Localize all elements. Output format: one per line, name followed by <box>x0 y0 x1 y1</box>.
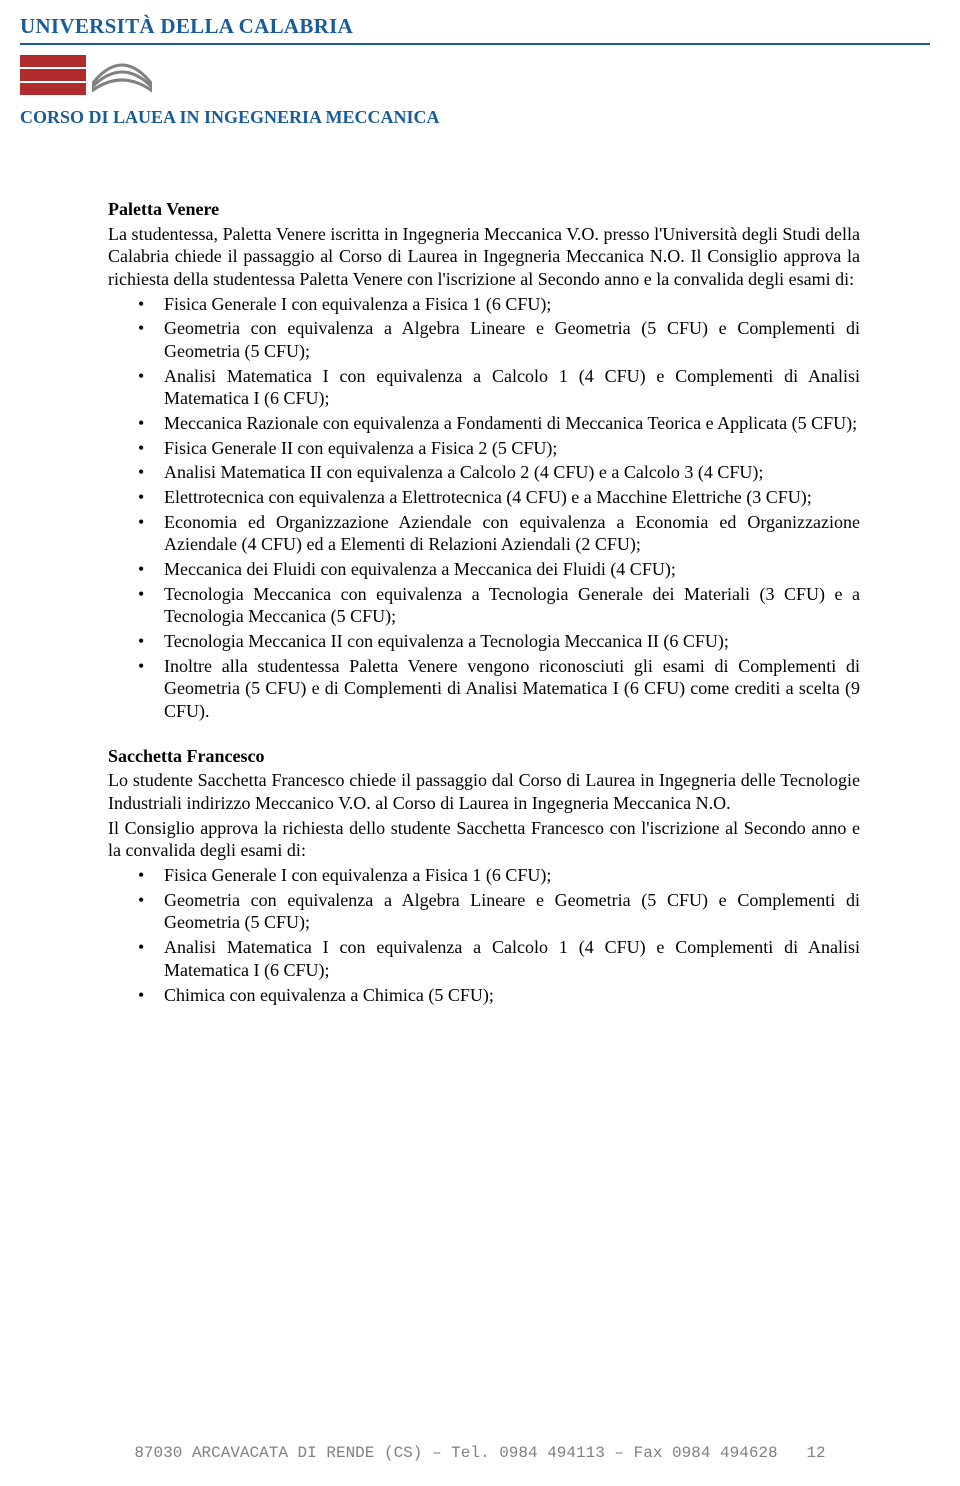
list-item: Tecnologia Meccanica II con equivalenza … <box>138 630 860 653</box>
section-sacchetta: Sacchetta Francesco Lo studente Sacchett… <box>108 745 860 1006</box>
list-item: Geometria con equivalenza a Algebra Line… <box>138 889 860 934</box>
list-item: Fisica Generale I con equivalenza a Fisi… <box>138 864 860 887</box>
list-item: Inoltre alla studentessa Paletta Venere … <box>138 655 860 723</box>
student-name-1: Paletta Venere <box>108 198 860 221</box>
intro-paragraph-2: Lo studente Sacchetta Francesco chiede i… <box>108 769 860 814</box>
footer-address: 87030 ARCAVACATA DI RENDE (CS) – Tel. 09… <box>134 1444 777 1462</box>
exam-list-1: Fisica Generale I con equivalenza a Fisi… <box>108 293 860 723</box>
list-item: Chimica con equivalenza a Chimica (5 CFU… <box>138 984 860 1007</box>
list-item: Tecnologia Meccanica con equivalenza a T… <box>138 583 860 628</box>
section-paletta: Paletta Venere La studentessa, Paletta V… <box>108 198 860 723</box>
logo-block <box>20 51 960 99</box>
student-name-2: Sacchetta Francesco <box>108 745 860 768</box>
document-body: Paletta Venere La studentessa, Paletta V… <box>0 128 960 1006</box>
list-item: Elettrotecnica con equivalenza a Elettro… <box>138 486 860 509</box>
list-item: Economia ed Organizzazione Aziendale con… <box>138 511 860 556</box>
list-item: Meccanica Razionale con equivalenza a Fo… <box>138 412 860 435</box>
page-footer: 87030 ARCAVACATA DI RENDE (CS) – Tel. 09… <box>0 1444 960 1462</box>
page-header: UNIVERSITÀ DELLA CALABRIA CORSO DI LAUEA… <box>0 0 960 128</box>
list-item: Fisica Generale I con equivalenza a Fisi… <box>138 293 860 316</box>
logo-bridge-icon <box>92 51 152 99</box>
exam-list-2: Fisica Generale I con equivalenza a Fisi… <box>108 864 860 1006</box>
list-item: Analisi Matematica I con equivalenza a C… <box>138 365 860 410</box>
approval-paragraph-2: Il Consiglio approva la richiesta dello … <box>108 817 860 862</box>
page-number: 12 <box>806 1444 825 1462</box>
logo-bars-icon <box>20 55 86 95</box>
list-item: Geometria con equivalenza a Algebra Line… <box>138 317 860 362</box>
header-rule <box>20 43 930 45</box>
list-item: Analisi Matematica II con equivalenza a … <box>138 461 860 484</box>
intro-paragraph-1: La studentessa, Paletta Venere iscritta … <box>108 223 860 291</box>
list-item: Meccanica dei Fluidi con equivalenza a M… <box>138 558 860 581</box>
course-title: CORSO DI LAUEA IN INGEGNERIA MECCANICA <box>20 107 960 128</box>
list-item: Fisica Generale II con equivalenza a Fis… <box>138 437 860 460</box>
university-title: UNIVERSITÀ DELLA CALABRIA <box>20 14 960 39</box>
list-item: Analisi Matematica I con equivalenza a C… <box>138 936 860 981</box>
